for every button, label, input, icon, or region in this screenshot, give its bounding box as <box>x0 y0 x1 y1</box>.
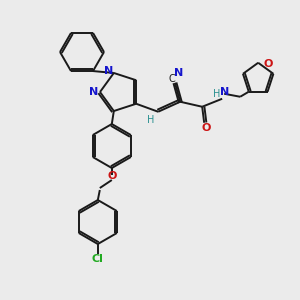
Text: H: H <box>214 89 221 99</box>
Text: O: O <box>107 171 116 181</box>
Text: Cl: Cl <box>92 254 104 264</box>
Text: N: N <box>174 68 183 78</box>
Text: N: N <box>104 66 113 76</box>
Text: N: N <box>89 87 99 97</box>
Text: O: O <box>202 123 211 133</box>
Text: N: N <box>220 87 229 97</box>
Text: O: O <box>263 59 272 69</box>
Text: H: H <box>148 115 155 125</box>
Text: C: C <box>169 74 175 84</box>
